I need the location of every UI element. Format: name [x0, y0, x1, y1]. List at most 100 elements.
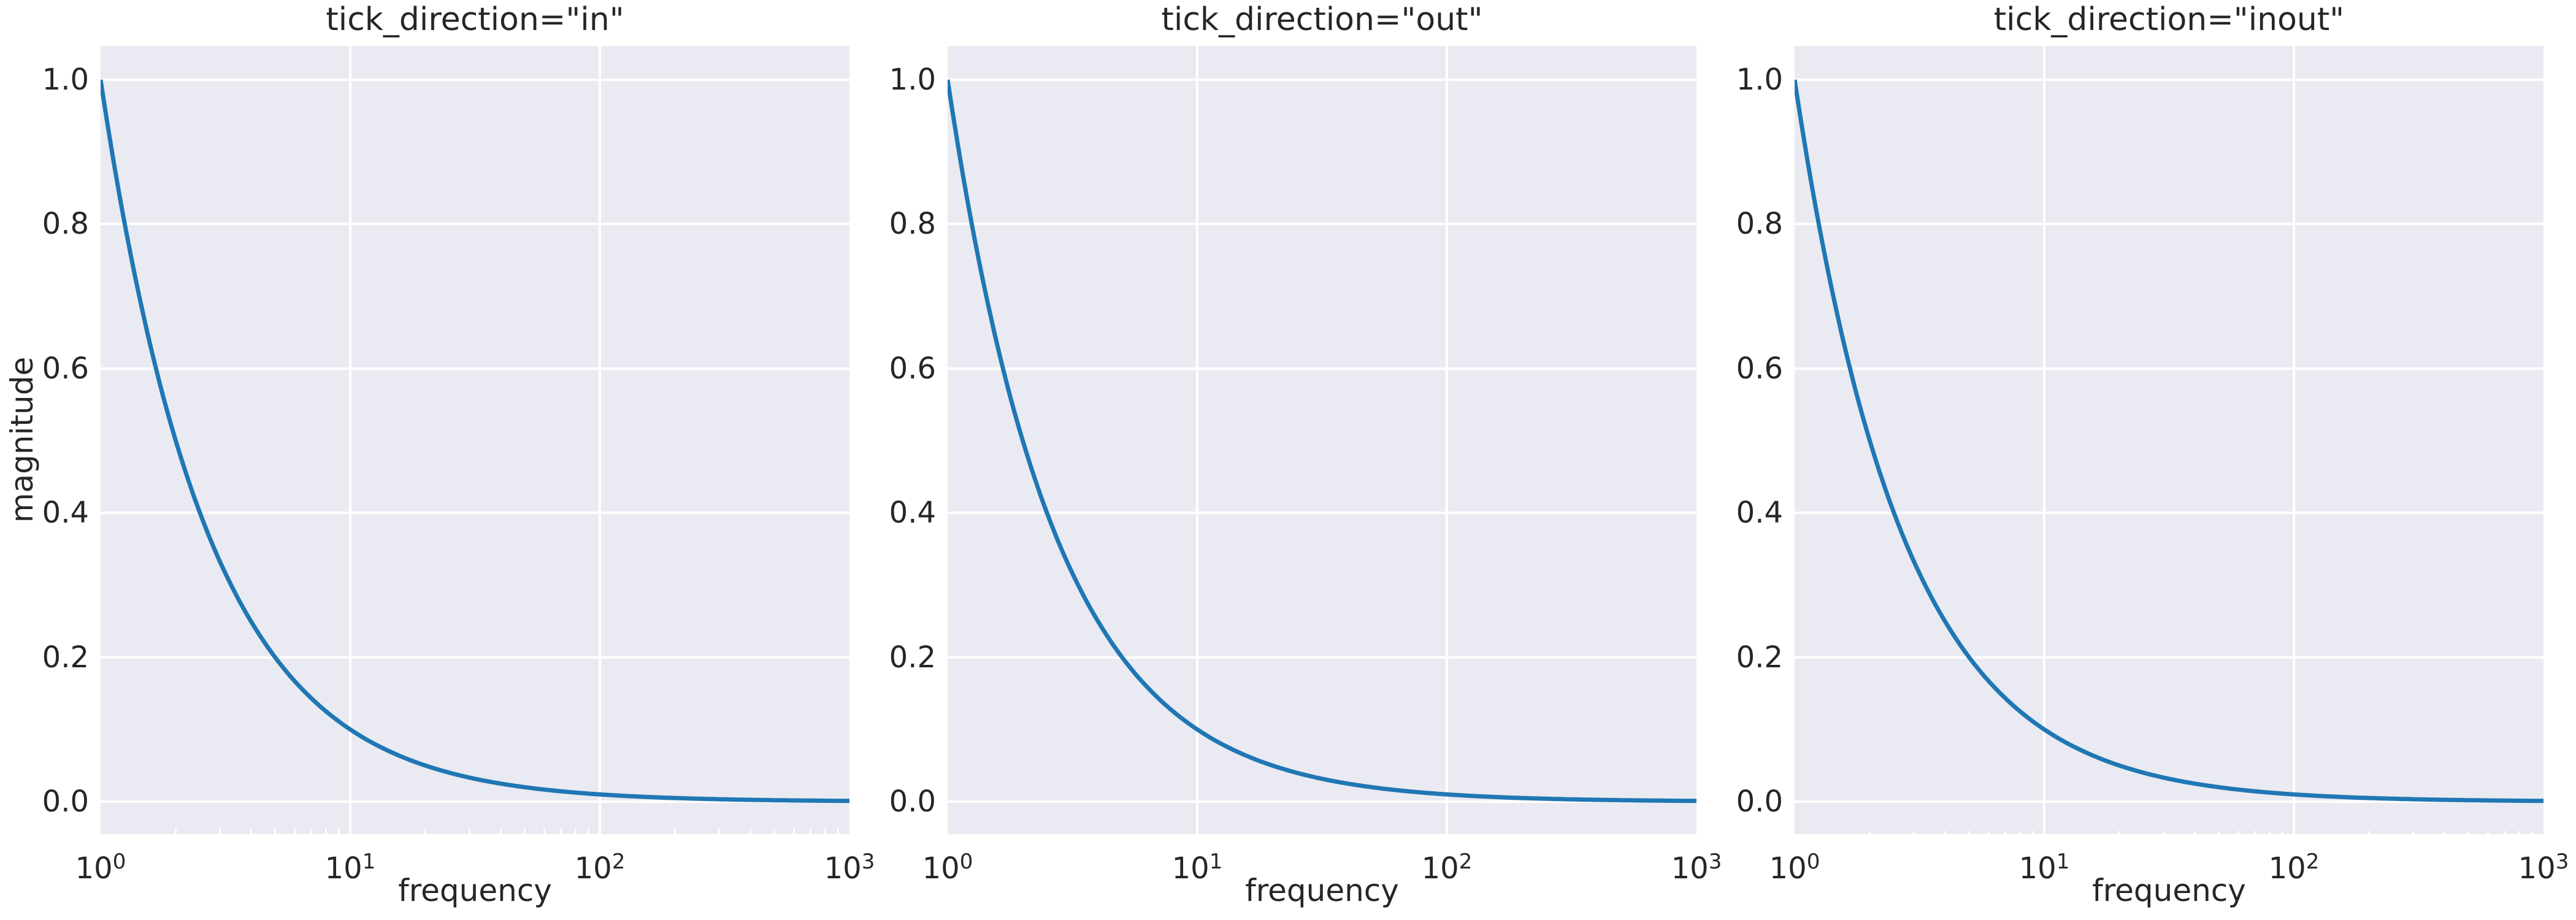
magnitude-curve [948, 79, 1696, 803]
line-series [1795, 79, 2543, 803]
minor-tick [587, 829, 589, 834]
h-gridline [948, 367, 1696, 370]
minor-tick [810, 829, 812, 834]
x-tick-label: 100 [1769, 849, 1820, 886]
x-tick-label: 103 [1671, 849, 1722, 886]
h-gridline [101, 656, 849, 659]
minor-tick [575, 829, 577, 834]
magnitude-curve [101, 79, 849, 803]
h-gridline [101, 367, 849, 370]
h-gridline [101, 223, 849, 226]
y-tick-label: 0.8 [42, 207, 89, 242]
y-tick-label: 0.0 [1736, 784, 1783, 819]
minor-tick [2487, 831, 2490, 834]
minor-tick [337, 829, 340, 834]
minor-tick [2518, 831, 2521, 834]
h-gridline [948, 800, 1696, 803]
minor-tick [2269, 831, 2271, 834]
minor-tick [424, 829, 427, 834]
y-tick-label: 0.6 [1736, 351, 1783, 386]
h-gridline [1795, 367, 2543, 370]
minor-tick [2004, 831, 2007, 834]
minor-tick [310, 829, 313, 834]
y-tick-label: 0.4 [889, 496, 936, 531]
minor-tick [2031, 831, 2034, 834]
h-gridline [1795, 656, 2543, 659]
subplot-title-out: tick_direction="out" [1161, 1, 1483, 38]
subplot-title-inout: tick_direction="inout" [1993, 1, 2345, 38]
minor-tick [218, 829, 221, 834]
y-tick-label: 0.4 [1736, 496, 1783, 531]
minor-tick [543, 829, 546, 834]
minor-tick [250, 829, 252, 834]
y-tick-label: 0.0 [42, 784, 89, 819]
x-tick-label: 101 [324, 849, 376, 886]
minor-tick [2237, 831, 2240, 834]
x-tick-label: 102 [2268, 849, 2320, 886]
minor-tick [824, 829, 827, 834]
h-gridline [1795, 223, 2543, 226]
x-tick-label: 102 [1421, 849, 1473, 886]
x-tick-label: 103 [824, 849, 875, 886]
plot-area-inout [1795, 46, 2543, 834]
h-gridline [1795, 79, 2543, 81]
y-axis-label: magnitude [4, 356, 40, 523]
minor-tick [837, 829, 839, 834]
y-tick-label: 0.6 [889, 351, 936, 386]
minor-tick [2019, 831, 2022, 834]
minor-tick [325, 829, 328, 834]
h-gridline [101, 79, 849, 81]
minor-tick [773, 829, 775, 834]
y-tick-label: 0.8 [889, 207, 936, 242]
y-tick-label: 1.0 [42, 63, 89, 97]
x-axis-label: frequency [398, 873, 552, 908]
h-gridline [948, 223, 1696, 226]
line-series [101, 79, 849, 803]
y-tick-label: 0.2 [42, 640, 89, 675]
v-gridline [599, 46, 601, 834]
v-gridline [349, 46, 351, 834]
minor-tick [2412, 831, 2414, 834]
h-gridline [948, 79, 1696, 81]
minor-tick [2368, 831, 2371, 834]
x-tick-label: 100 [75, 849, 126, 886]
y-tick-label: 0.2 [1736, 640, 1783, 675]
minor-tick [1944, 831, 1946, 834]
x-tick-label: 101 [1171, 849, 1223, 886]
y-tick-label: 0.0 [889, 784, 936, 819]
h-gridline [948, 656, 1696, 659]
x-tick-label: 103 [2518, 849, 2569, 886]
minor-tick [2281, 831, 2283, 834]
subplot-title-in: tick_direction="in" [326, 1, 624, 38]
minor-tick [674, 829, 677, 834]
minor-tick [793, 829, 795, 834]
minor-tick [499, 829, 502, 834]
minor-tick [175, 829, 177, 834]
minor-tick [2193, 831, 2196, 834]
x-tick-label: 101 [2018, 849, 2070, 886]
plot-area-out [948, 46, 1696, 834]
minor-tick [1869, 831, 1871, 834]
y-tick-label: 1.0 [1736, 63, 1783, 97]
minor-tick [749, 829, 751, 834]
minor-tick [718, 829, 720, 834]
v-gridline [1196, 46, 1198, 834]
plot-area-in [101, 46, 849, 834]
magnitude-curve [1795, 79, 2543, 803]
h-gridline [101, 512, 849, 515]
x-axis-label: frequency [1245, 873, 1399, 908]
v-gridline [2043, 46, 2045, 834]
minor-tick [2467, 831, 2469, 834]
minor-tick [2217, 831, 2220, 834]
minor-tick [523, 829, 526, 834]
h-gridline [948, 512, 1696, 515]
minor-tick [560, 829, 562, 834]
minor-tick [2443, 831, 2445, 834]
h-gridline [1795, 512, 2543, 515]
v-gridline [1446, 46, 1448, 834]
v-gridline [2293, 46, 2295, 834]
y-tick-label: 0.6 [42, 351, 89, 386]
minor-tick [2504, 831, 2506, 834]
minor-tick [1968, 831, 1970, 834]
